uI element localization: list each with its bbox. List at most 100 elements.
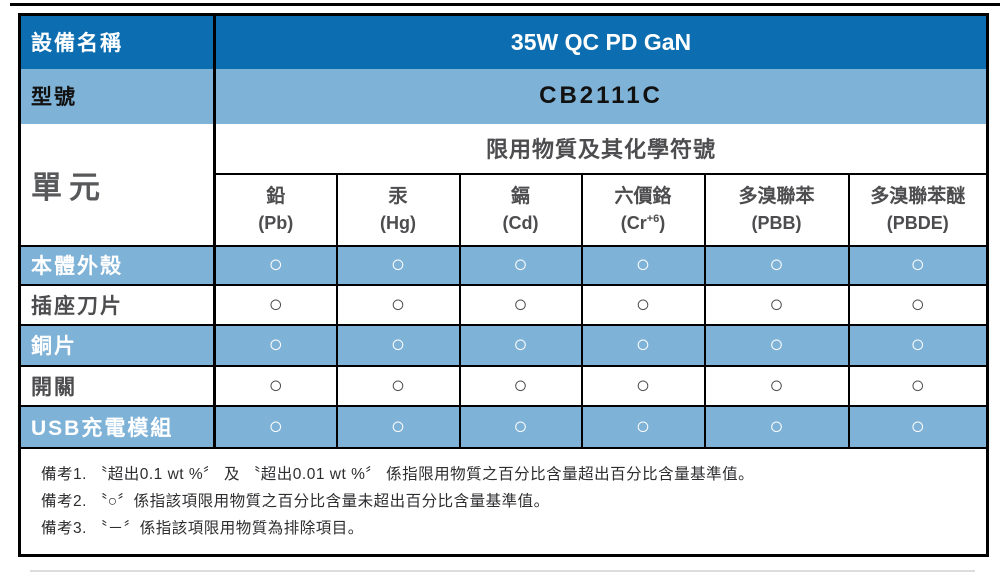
component-row-label: 插座刀片 bbox=[18, 283, 216, 326]
component-row-label: 本體外殼 bbox=[18, 244, 216, 286]
column-header-lead: 鉛 (Pb) bbox=[213, 172, 338, 247]
table-row: 開關 ○ ○ ○ ○ ○ ○ bbox=[18, 364, 989, 407]
compliance-mark-cell: ○ bbox=[213, 364, 338, 407]
compliance-circle-mark: ○ bbox=[635, 371, 651, 399]
compliance-circle-mark: ○ bbox=[268, 251, 284, 278]
compliance-circle-mark: ○ bbox=[635, 251, 651, 278]
compliance-circle-mark: ○ bbox=[910, 331, 926, 358]
compliance-circle-mark: ○ bbox=[910, 290, 926, 318]
compliance-mark-cell: ○ bbox=[847, 404, 989, 449]
compliance-circle-mark: ○ bbox=[513, 251, 528, 278]
table-row: 本體外殼 ○ ○ ○ ○ ○ ○ bbox=[18, 244, 989, 286]
compliance-circle-mark: ○ bbox=[769, 412, 784, 440]
component-row-label: 開關 bbox=[18, 364, 216, 407]
compliance-mark-cell: ○ bbox=[213, 244, 338, 286]
substance-symbol: (Hg) bbox=[380, 213, 416, 234]
column-header-hexavalent-chromium: 六價鉻 (Cr+6) bbox=[580, 172, 706, 247]
compliance-circle-mark: ○ bbox=[635, 331, 651, 358]
compliance-mark-cell: ○ bbox=[458, 364, 583, 407]
compliance-mark-cell: ○ bbox=[847, 283, 989, 326]
compliance-mark-cell: ○ bbox=[580, 283, 706, 326]
note-line-2: 備考2. 〝○〞係指該項限用物質之百分比含量未超出百分比含量基準值。 bbox=[41, 492, 550, 510]
unit-header: 單元 bbox=[18, 123, 216, 247]
compliance-mark-cell: ○ bbox=[458, 283, 583, 326]
column-header-cadmium: 鎘 (Cd) bbox=[458, 172, 583, 247]
substance-name: 汞 bbox=[388, 185, 408, 207]
substance-name: 鉛 bbox=[266, 185, 286, 207]
substance-name: 鎘 bbox=[510, 185, 530, 207]
compliance-circle-mark: ○ bbox=[769, 331, 784, 358]
compliance-mark-cell: ○ bbox=[458, 404, 583, 449]
compliance-circle-mark: ○ bbox=[390, 251, 406, 278]
compliance-circle-mark: ○ bbox=[268, 290, 284, 318]
substance-symbol: (PBB) bbox=[751, 213, 802, 234]
compliance-circle-mark: ○ bbox=[268, 412, 284, 440]
compliance-circle-mark: ○ bbox=[635, 290, 651, 318]
compliance-mark-cell: ○ bbox=[703, 244, 850, 286]
device-name-label: 設備名稱 bbox=[18, 13, 216, 69]
compliance-mark-cell: ○ bbox=[703, 364, 850, 407]
compliance-mark-cell: ○ bbox=[335, 364, 461, 407]
compliance-mark-cell: ○ bbox=[213, 323, 338, 367]
compliance-mark-cell: ○ bbox=[847, 323, 989, 367]
compliance-circle-mark: ○ bbox=[390, 371, 406, 399]
compliance-circle-mark: ○ bbox=[513, 331, 528, 358]
compliance-circle-mark: ○ bbox=[513, 412, 528, 440]
bottom-rule-line bbox=[30, 570, 975, 572]
compliance-circle-mark: ○ bbox=[910, 371, 926, 399]
compliance-mark-cell: ○ bbox=[458, 323, 583, 367]
compliance-circle-mark: ○ bbox=[390, 412, 406, 440]
model-value: CB2111C bbox=[213, 68, 989, 124]
compliance-circle-mark: ○ bbox=[635, 412, 651, 440]
table-row: 插座刀片 ○ ○ ○ ○ ○ ○ bbox=[18, 283, 989, 326]
column-header-pbb: 多溴聯苯 (PBB) bbox=[703, 172, 850, 247]
compliance-mark-cell: ○ bbox=[580, 244, 706, 286]
column-header-pbde: 多溴聯苯醚 (PBDE) bbox=[847, 172, 989, 247]
compliance-mark-cell: ○ bbox=[703, 283, 850, 326]
substance-name: 六價鉻 bbox=[614, 185, 672, 207]
top-rule-line bbox=[10, 3, 1000, 6]
compliance-mark-cell: ○ bbox=[213, 404, 338, 449]
compliance-circle-mark: ○ bbox=[769, 290, 784, 318]
substance-symbol: (Cd) bbox=[502, 213, 539, 234]
compliance-circle-mark: ○ bbox=[268, 331, 284, 358]
compliance-circle-mark: ○ bbox=[513, 290, 528, 318]
substance-name: 多溴聯苯 bbox=[738, 185, 815, 207]
compliance-mark-cell: ○ bbox=[335, 404, 461, 449]
substance-symbol: (Pb) bbox=[258, 213, 294, 234]
compliance-mark-cell: ○ bbox=[847, 244, 989, 286]
substance-name: 多溴聯苯醚 bbox=[870, 185, 966, 207]
notes-row: 備考1. 〝超出0.1 wt %〞 及 〝超出0.01 wt %〞 係指限用物質… bbox=[18, 446, 989, 557]
substance-symbol: (PBDE) bbox=[886, 213, 949, 234]
compliance-mark-cell: ○ bbox=[213, 283, 338, 326]
table-row: USB充電模組 ○ ○ ○ ○ ○ ○ bbox=[18, 404, 989, 449]
note-line-3: 備考3. 〝－〞係指該項限用物質為排除項目。 bbox=[41, 519, 364, 537]
notes-cell: 備考1. 〝超出0.1 wt %〞 及 〝超出0.01 wt %〞 係指限用物質… bbox=[18, 446, 989, 557]
compliance-mark-cell: ○ bbox=[335, 244, 461, 286]
compliance-mark-cell: ○ bbox=[580, 364, 706, 407]
compliance-mark-cell: ○ bbox=[580, 404, 706, 449]
compliance-circle-mark: ○ bbox=[268, 371, 284, 399]
compliance-mark-cell: ○ bbox=[458, 244, 583, 286]
rohs-declaration-table: 設備名稱 35W QC PD GaN 型號 CB2111C 單元 限用物質及其化… bbox=[18, 13, 990, 557]
note-line-1: 備考1. 〝超出0.1 wt %〞 及 〝超出0.01 wt %〞 係指限用物質… bbox=[41, 465, 755, 483]
compliance-circle-mark: ○ bbox=[910, 251, 926, 278]
compliance-circle-mark: ○ bbox=[513, 371, 528, 399]
compliance-mark-cell: ○ bbox=[847, 364, 989, 407]
substance-symbol: (Cr+6) bbox=[620, 213, 666, 234]
device-name-value: 35W QC PD GaN bbox=[213, 13, 989, 69]
compliance-mark-cell: ○ bbox=[335, 283, 461, 326]
compliance-mark-cell: ○ bbox=[703, 323, 850, 367]
restricted-substances-title: 限用物質及其化學符號 bbox=[213, 123, 989, 175]
compliance-mark-cell: ○ bbox=[703, 404, 850, 449]
compliance-circle-mark: ○ bbox=[390, 290, 406, 318]
compliance-mark-cell: ○ bbox=[335, 323, 461, 367]
model-label: 型號 bbox=[18, 68, 216, 124]
compliance-mark-cell: ○ bbox=[580, 323, 706, 367]
compliance-circle-mark: ○ bbox=[769, 371, 784, 399]
table-row: 銅片 ○ ○ ○ ○ ○ ○ bbox=[18, 323, 989, 367]
compliance-circle-mark: ○ bbox=[769, 251, 784, 278]
compliance-circle-mark: ○ bbox=[390, 331, 406, 358]
column-header-mercury: 汞 (Hg) bbox=[335, 172, 461, 247]
compliance-circle-mark: ○ bbox=[910, 412, 926, 440]
